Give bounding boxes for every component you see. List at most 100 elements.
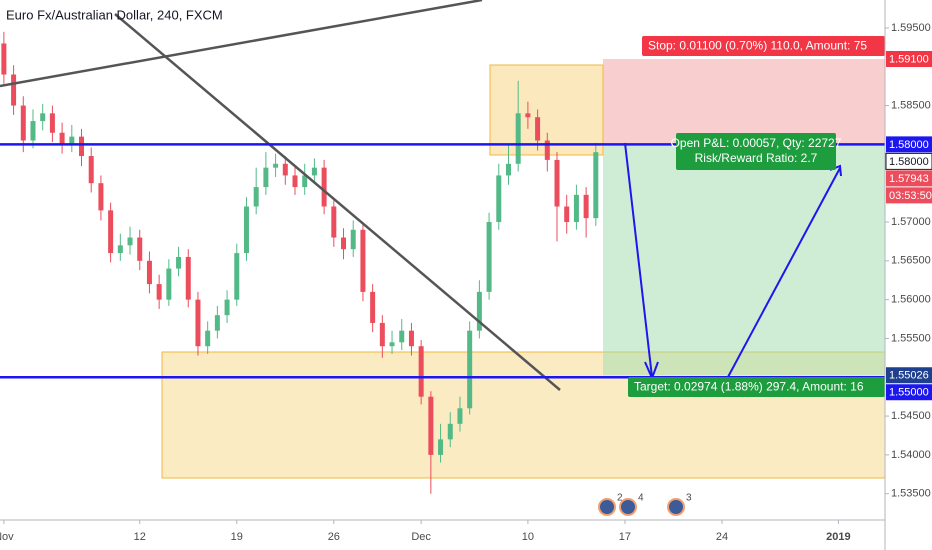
candle-body [292,175,298,188]
candle-body [224,299,230,316]
candle-body [117,245,123,254]
candle-body [108,210,114,254]
price-label-box [886,367,932,384]
candle-body [341,237,347,250]
candle-body [496,175,502,223]
y-tick-label: 1.58500 [891,99,931,111]
event-count: 4 [638,493,644,504]
candle-body [350,229,356,250]
candle-body [263,167,269,188]
candle-body [476,291,482,331]
candle-body [554,159,560,207]
candle-body [20,105,26,141]
candle-body [273,163,279,168]
candle-body [88,156,94,184]
candle-body [428,396,434,455]
y-tick-label: 1.55500 [891,332,931,344]
stop-label: Stop: 0.01100 (0.70%) 110.0, Amount: 75 [648,39,867,53]
candle-body [49,113,55,133]
y-tick-label: 1.54000 [891,449,931,461]
price-label: 1.58000 [889,156,929,168]
candle-body [40,113,46,122]
candle-body [234,253,240,300]
x-tick-label: Nov [0,531,14,543]
candles [1,31,599,494]
y-tick-label: 1.59500 [891,22,931,34]
candle-body [137,237,143,261]
event-icon [619,498,637,516]
candle-body [438,439,444,455]
candle-body [185,256,191,300]
candle-body [379,322,385,347]
candle-body [535,117,541,141]
x-tick-label: 17 [619,531,631,543]
candle-body [360,229,366,292]
candle-body [69,136,75,145]
countdown: 03:53:50 [889,190,932,202]
candle-body [176,256,182,269]
price-label-box [886,170,932,187]
candle-body [30,121,36,141]
price-label: 1.59100 [889,53,929,65]
position-labels: Stop: 0.01100 (0.70%) 110.0, Amount: 75 O… [628,36,885,397]
candle-body [205,330,211,347]
candle-body [243,206,249,254]
candle-body [195,299,201,347]
candle-body [253,187,259,207]
candle-body [389,342,395,347]
target-label: Target: 0.02974 (1.88%) 297.4, Amount: 1… [634,380,864,394]
y-tick-label: 1.57000 [891,216,931,228]
trend-line [114,13,561,391]
price-label-box [886,50,932,67]
candle-body [573,194,579,223]
event-count: 2 [617,493,623,504]
y-tick-label: 1.53500 [891,488,931,500]
x-tick-label: Dec [411,531,431,543]
position-tool [603,58,885,376]
candle-body [583,194,589,219]
candle-body [370,291,376,323]
pnl-label-box [676,133,836,170]
x-tick-label: 12 [134,531,146,543]
x-tick-label: 2019 [826,531,850,543]
event-icon [667,498,685,516]
supply-zone [489,64,604,156]
candle-body [79,136,85,157]
price-label: 1.55000 [889,387,929,399]
candle-body [457,408,463,424]
y-tick-label: 1.56000 [891,294,931,306]
candle-body [564,206,570,223]
x-tick-label: 24 [716,531,728,543]
candle-body [593,152,599,219]
price-label-box [885,152,932,170]
candle-body [282,163,288,176]
chart-title: Euro Fx/Australian Dollar, 240, FXCM [6,7,223,22]
x-tick-label: 19 [231,531,243,543]
price-label: 1.57943 [889,173,929,185]
price-label-box [886,384,932,401]
candle-body [311,167,317,176]
axes: 1.59500 1.58500 1.57000 1.56500 1.56000 1.555… [0,22,932,543]
price-axis [885,0,932,550]
candle-body [331,206,337,238]
candle-body [467,330,473,409]
candle-body [408,330,414,347]
candle-body [486,222,492,292]
x-tick-label: 26 [328,531,340,543]
candle-body [525,113,531,118]
candle-body [166,268,172,300]
candle-body [302,175,308,188]
countdown-box [886,187,932,204]
candle-body [214,315,220,331]
stop-label-box [642,36,885,56]
event-icon [598,498,616,516]
candle-body [544,140,550,160]
stop-area [603,58,885,145]
drawings [0,0,561,391]
pnl-label: Open P&L: 0.00057, Qty: 22727 [671,136,842,150]
price-label-box [886,136,932,153]
candle-body [321,167,327,207]
candle-body [515,113,521,164]
y-tick-label: 1.54500 [891,410,931,422]
